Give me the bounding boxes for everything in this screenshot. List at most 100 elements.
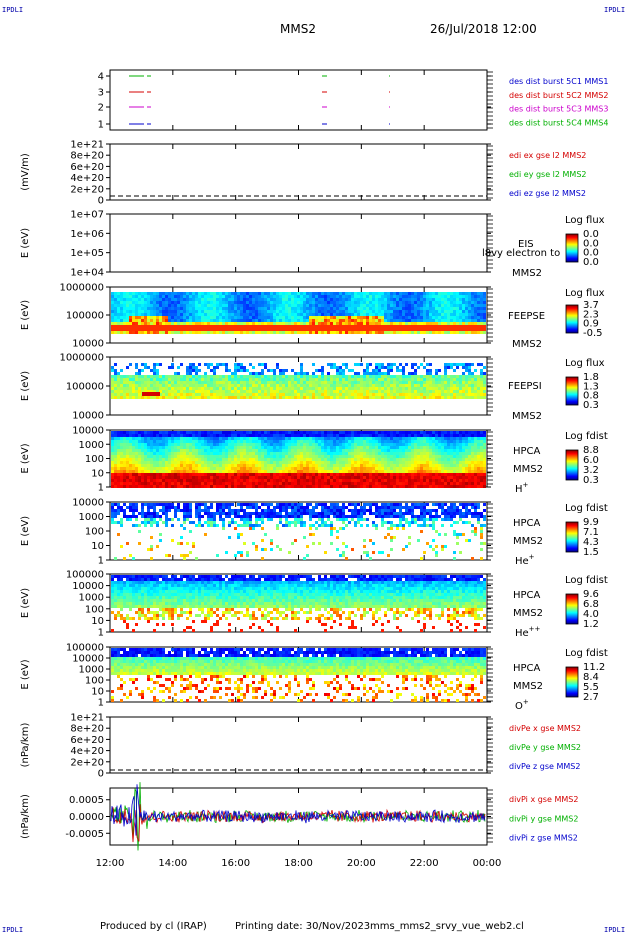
spec-cell (165, 467, 168, 470)
spec-cell (378, 482, 381, 485)
eis-ytick-1: 1e+06 (70, 229, 104, 240)
spec-cell (324, 396, 327, 399)
spec-cell (273, 307, 276, 310)
spec-cell (168, 307, 171, 310)
spec-cell (213, 431, 216, 434)
spec-cell (300, 301, 303, 304)
spec-cell (153, 372, 156, 375)
spec-cell (303, 440, 306, 443)
spec-cell (360, 443, 363, 446)
spec-cell (450, 366, 453, 369)
spec-cell (264, 396, 267, 399)
spec-cell (291, 446, 294, 449)
spec-cell (285, 431, 288, 434)
spec-cell (426, 396, 429, 399)
spec-cell (222, 446, 225, 449)
spec-cell (339, 313, 342, 316)
spec-cell (291, 461, 294, 464)
spec-cell (303, 301, 306, 304)
spec-cell (129, 485, 132, 488)
spec-cell (288, 319, 291, 322)
spec-cell (231, 378, 234, 381)
spec-cell (297, 390, 300, 393)
spec-cell (210, 387, 213, 390)
spec-cell (189, 295, 192, 298)
spec-cell (360, 485, 363, 488)
spec-cell (153, 363, 156, 366)
spec-cell (294, 461, 297, 464)
spec-cell (231, 304, 234, 307)
spec-cell (381, 390, 384, 393)
spec-cell (288, 440, 291, 443)
spec-cell (333, 292, 336, 295)
spec-cell (444, 301, 447, 304)
spec-cell (438, 307, 441, 310)
spec-cell (309, 455, 312, 458)
spec-cell (330, 479, 333, 482)
spec-cell (405, 319, 408, 322)
spec-cell (444, 295, 447, 298)
spec-cell (297, 307, 300, 310)
spec-cell (483, 366, 486, 369)
spec-cell (318, 455, 321, 458)
spec-cell (150, 458, 153, 461)
spec-cell (294, 307, 297, 310)
spec-cell (261, 295, 264, 298)
spec-cell (459, 384, 462, 387)
spec-cell (237, 449, 240, 452)
spec-cell (390, 295, 393, 298)
spec-cell (444, 375, 447, 378)
spec-cell (444, 384, 447, 387)
spec-cell (201, 464, 204, 467)
spec-cell (465, 304, 468, 307)
spec-cell (321, 319, 324, 322)
spec-cell (297, 446, 300, 449)
spec-cell (315, 434, 318, 437)
spec-cell (378, 310, 381, 313)
spec-cell (114, 449, 117, 452)
spec-cell (225, 387, 228, 390)
spec-cell (399, 390, 402, 393)
spec-cell (183, 384, 186, 387)
spec-cell (183, 434, 186, 437)
spec-cell (111, 375, 114, 378)
spec-cell (117, 372, 120, 375)
spec-cell (270, 375, 273, 378)
spec-cell (381, 476, 384, 479)
spec-cell (369, 381, 372, 384)
spec-cell (138, 387, 141, 390)
spec-cell (345, 443, 348, 446)
spec-cell (450, 292, 453, 295)
spec-cell (378, 363, 381, 366)
spec-cell (129, 292, 132, 295)
spec-cell (126, 366, 129, 369)
spec-cell (465, 331, 468, 334)
spec-cell (273, 446, 276, 449)
spec-cell (303, 437, 306, 440)
spec-cell (186, 482, 189, 485)
spec-cell (174, 313, 177, 316)
spec-cell (390, 298, 393, 301)
spec-cell (186, 452, 189, 455)
spec-cell (336, 485, 339, 488)
spec-cell (237, 476, 240, 479)
spec-cell (204, 440, 207, 443)
spec-cell (279, 331, 282, 334)
spec-cell (354, 331, 357, 334)
spec-cell (297, 473, 300, 476)
spec-cell (291, 319, 294, 322)
spec-cell (177, 482, 180, 485)
spec-cell (258, 443, 261, 446)
spec-cell (291, 476, 294, 479)
spec-cell (162, 467, 165, 470)
spec-cell (231, 292, 234, 295)
spec-cell (468, 331, 471, 334)
spec-cell (375, 434, 378, 437)
spec-cell (147, 375, 150, 378)
spec-cell (381, 292, 384, 295)
spec-cell (210, 316, 213, 319)
spec-cell (387, 378, 390, 381)
spec-cell (189, 434, 192, 437)
spec-cell (309, 387, 312, 390)
spec-cell (246, 467, 249, 470)
